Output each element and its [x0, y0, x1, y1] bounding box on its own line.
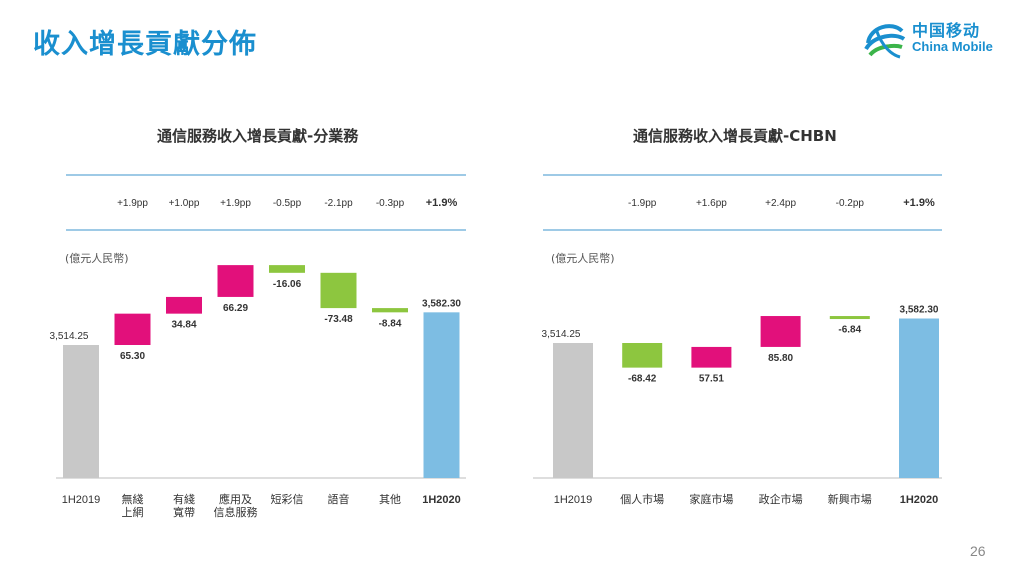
unit-label: (億元人民幣)	[65, 252, 129, 265]
growth-pp-label: +1.6pp	[696, 198, 727, 209]
data-label: 65.30	[120, 351, 145, 362]
category-label: 1H2019	[554, 494, 593, 506]
bar-base	[553, 343, 593, 478]
bar-neg	[269, 265, 305, 273]
category-label: 寬帶	[173, 505, 195, 519]
logo-text-cn: 中国移动	[912, 21, 981, 40]
china-mobile-logo: 中国移动 China Mobile	[862, 17, 1002, 61]
category-label: 應用及	[219, 492, 252, 506]
chart-title: 通信服務收入增長貢獻-CHBN	[633, 127, 837, 145]
bar-pos	[691, 346, 732, 368]
growth-pp-label: -0.3pp	[376, 198, 405, 209]
page-number: 26	[970, 543, 986, 559]
category-label: 1H2019	[62, 494, 101, 506]
category-label: 上網	[122, 505, 144, 519]
bar-base	[63, 345, 99, 478]
growth-pp-label: -0.2pp	[836, 198, 865, 209]
data-label: -6.84	[838, 325, 861, 336]
growth-pp-label: +1.9%	[903, 197, 935, 209]
category-label: 其他	[379, 493, 401, 506]
data-label: -8.84	[379, 318, 402, 329]
bar-pos	[166, 296, 202, 314]
data-label: 3,514.25	[542, 329, 581, 340]
unit-label: (億元人民幣)	[551, 252, 615, 265]
data-label: -73.48	[324, 314, 353, 325]
growth-pp-label: +2.4pp	[765, 198, 796, 209]
growth-pp-label: -0.5pp	[273, 198, 302, 209]
growth-pp-label: -1.9pp	[628, 198, 657, 209]
bar-neg	[829, 316, 870, 320]
bar-pos	[217, 265, 254, 297]
data-label: 57.51	[699, 374, 724, 385]
category-label: 新興市場	[828, 492, 872, 506]
chart-title: 通信服務收入增長貢獻-分業務	[157, 127, 359, 145]
category-label: 個人市場	[620, 492, 664, 506]
category-label: 1H2020	[900, 494, 939, 506]
category-label: 政企市場	[759, 492, 803, 506]
data-label: 3,514.25	[50, 331, 89, 342]
bar-neg	[320, 272, 357, 309]
logo-text-en: China Mobile	[912, 39, 993, 54]
bar-total	[423, 312, 460, 478]
category-label: 有綫	[173, 492, 195, 506]
growth-pp-label: +1.9pp	[220, 198, 251, 209]
category-label: 信息服務	[214, 505, 258, 519]
bar-neg	[372, 308, 408, 313]
data-label: 3,582.30	[422, 298, 461, 309]
growth-pp-label: -2.1pp	[324, 198, 353, 209]
category-label: 家庭市場	[689, 492, 733, 506]
bar-pos	[114, 313, 151, 345]
category-label: 無綫	[122, 492, 144, 506]
growth-pp-label: +1.9pp	[117, 198, 148, 209]
data-label: 66.29	[223, 303, 248, 314]
bar-pos	[760, 316, 801, 347]
bar-total	[899, 318, 939, 478]
category-label: 短彩信	[271, 492, 304, 506]
data-label: 3,582.30	[900, 305, 939, 316]
data-label: -16.06	[273, 279, 302, 290]
data-label: 34.84	[171, 320, 196, 331]
data-label: 85.80	[768, 353, 793, 364]
logo-swirl-icon	[864, 24, 906, 59]
data-label: -68.42	[628, 374, 657, 385]
category-label: 語音	[328, 492, 350, 506]
growth-pp-label: +1.0pp	[169, 198, 200, 209]
growth-pp-label: +1.9%	[426, 197, 458, 209]
bar-neg	[622, 343, 663, 368]
category-label: 1H2020	[422, 494, 461, 506]
page-title: 收入增長貢獻分佈	[33, 29, 257, 60]
